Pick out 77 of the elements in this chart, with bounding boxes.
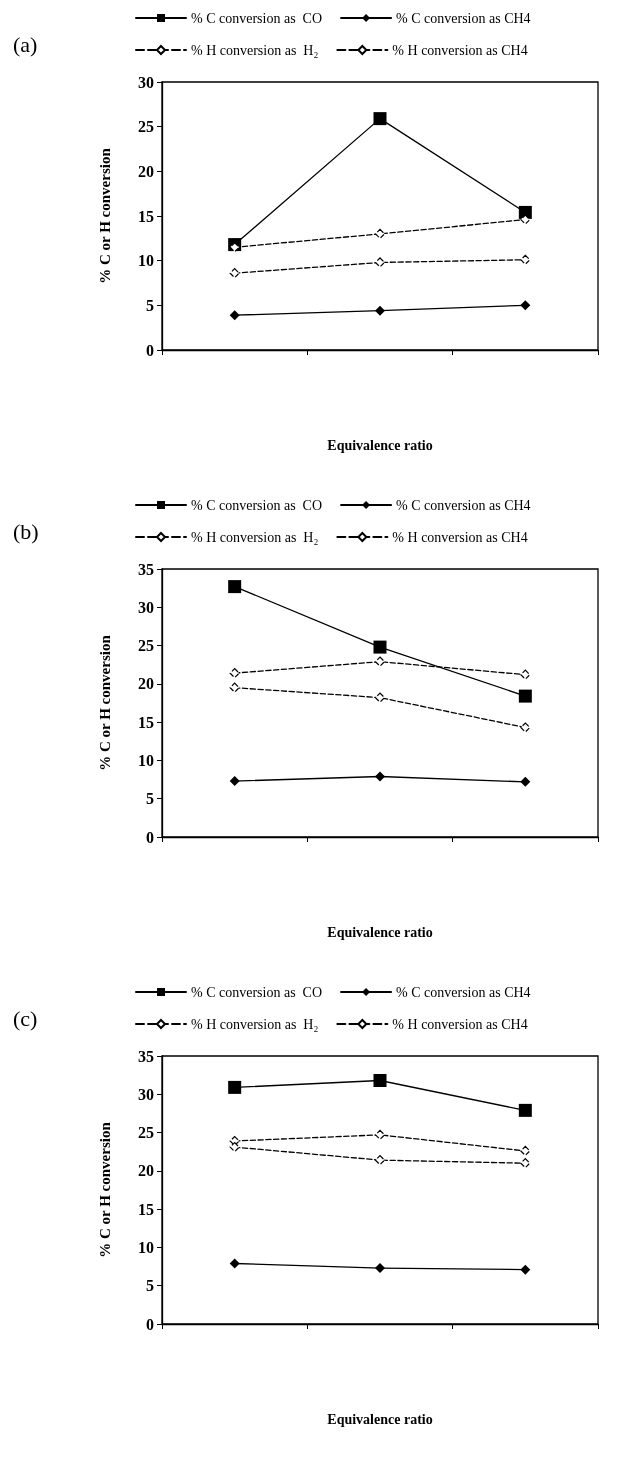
point	[229, 776, 240, 787]
point	[520, 669, 531, 680]
y-tick-label: 15	[138, 713, 154, 731]
point	[520, 254, 531, 265]
legend-label: % C conversion as CO	[191, 10, 323, 26]
y-tick-label: 30	[138, 1085, 154, 1103]
point	[520, 1264, 531, 1275]
y-tick-label: 15	[138, 207, 154, 225]
legend-label: % C conversion as CO	[191, 984, 323, 1000]
point	[373, 640, 387, 654]
point	[374, 656, 386, 667]
y-tick-label: 0	[146, 1315, 154, 1333]
point	[229, 1142, 240, 1153]
point	[374, 692, 386, 703]
point	[374, 257, 386, 268]
point	[229, 668, 240, 679]
y-axis-title: % C or H conversion	[96, 1121, 113, 1258]
point	[375, 771, 385, 782]
point	[520, 722, 531, 733]
legend-label: % H conversion as H₂	[191, 42, 319, 58]
point	[373, 1074, 387, 1087]
y-tick-label: 20	[138, 675, 154, 693]
point	[229, 268, 240, 279]
legend-label: % H conversion as H₂	[191, 1016, 319, 1032]
y-tick-label: 35	[138, 1047, 154, 1065]
point	[374, 228, 386, 239]
y-tick-label: 35	[138, 560, 154, 578]
y-tick-label: 0	[146, 341, 154, 359]
y-tick-label: 25	[138, 637, 154, 655]
point	[228, 580, 242, 594]
legend-label: % H conversion as CH4	[392, 42, 528, 58]
y-tick-label: 15	[138, 1200, 154, 1218]
y-tick-label: 5	[146, 790, 154, 808]
point	[374, 1129, 386, 1140]
x-axis-title: Equivalence ratio	[327, 437, 433, 453]
y-tick-label: 5	[146, 1277, 154, 1295]
legend-label: % H conversion as CH4	[392, 1016, 528, 1032]
y-tick-label: 25	[138, 1124, 154, 1142]
chart-title: (b)	[13, 518, 39, 544]
point	[375, 1263, 385, 1274]
y-tick-label: 20	[138, 1162, 154, 1180]
point	[520, 300, 531, 311]
chart-title: (a)	[13, 31, 38, 57]
y-axis-title: % C or H conversion	[96, 634, 113, 771]
y-tick-label: 10	[138, 252, 154, 270]
point	[375, 305, 385, 316]
y-tick-label: 20	[138, 162, 154, 180]
y-tick-label: 30	[138, 598, 154, 616]
point	[229, 1258, 240, 1269]
legend-label: % C conversion as CH4	[396, 10, 531, 26]
point	[229, 682, 240, 693]
legend-label: % C conversion as CH4	[396, 497, 531, 513]
y-tick-label: 10	[138, 1238, 154, 1256]
point	[228, 1080, 242, 1094]
point	[520, 214, 531, 225]
y-tick-label: 25	[138, 118, 154, 136]
y-tick-label: 10	[138, 751, 154, 769]
point	[518, 689, 532, 703]
legend-label: % H conversion as H₂	[191, 529, 319, 545]
y-axis-title: % C or H conversion	[96, 147, 113, 284]
point	[374, 1155, 386, 1166]
legend-label: % H conversion as CH4	[392, 529, 528, 545]
point	[229, 242, 240, 253]
point	[518, 1103, 532, 1117]
chart-title: (c)	[13, 1005, 38, 1031]
point	[520, 776, 531, 787]
x-axis-title: Equivalence ratio	[327, 924, 433, 940]
point	[520, 1145, 531, 1157]
y-tick-label: 30	[138, 73, 154, 91]
legend-label: % C conversion as CO	[191, 497, 323, 513]
point	[373, 112, 387, 126]
point	[229, 310, 240, 321]
legend-label: % C conversion as CH4	[396, 984, 531, 1000]
y-tick-label: 0	[146, 828, 154, 846]
y-tick-label: 5	[146, 296, 154, 314]
point	[520, 1158, 531, 1169]
x-axis-title: Equivalence ratio	[327, 1411, 433, 1427]
